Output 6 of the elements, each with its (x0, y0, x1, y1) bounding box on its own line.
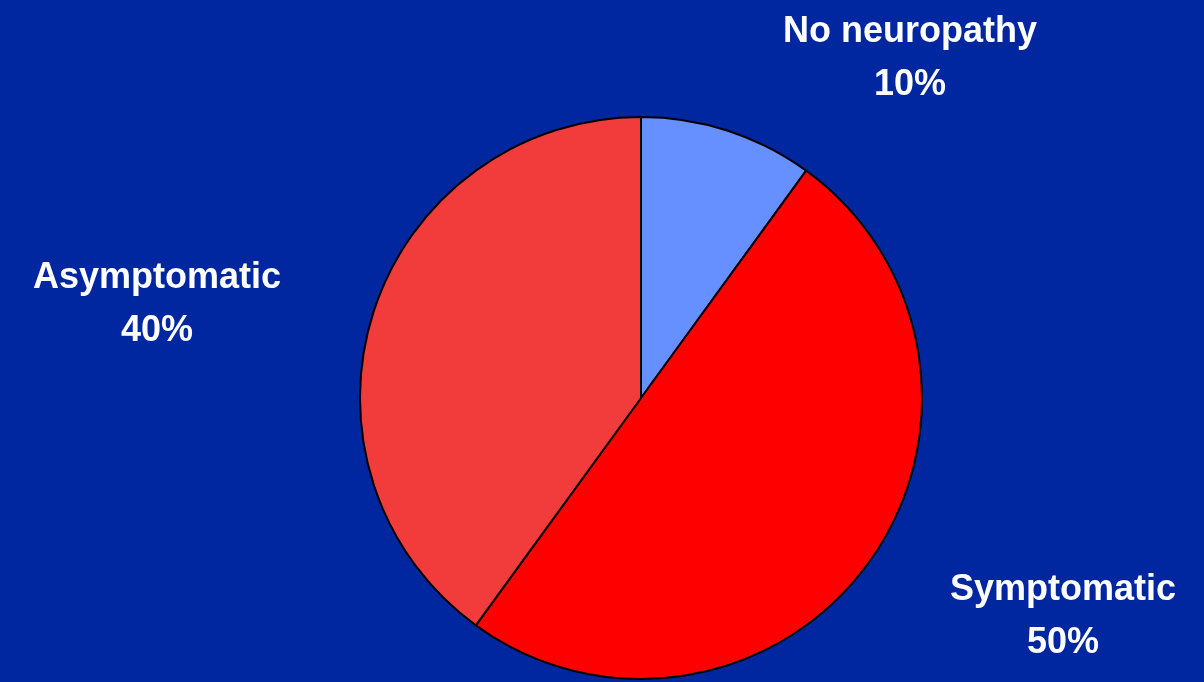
data-label: 50% (1026, 619, 1100, 661)
slice-label: Asymptomatic (32, 254, 282, 296)
slice-label: No neuropathy (782, 8, 1038, 50)
slice-label: Symptomatic (949, 566, 1177, 608)
data-label: 40% (120, 307, 194, 349)
data-label: 10% (873, 61, 947, 103)
